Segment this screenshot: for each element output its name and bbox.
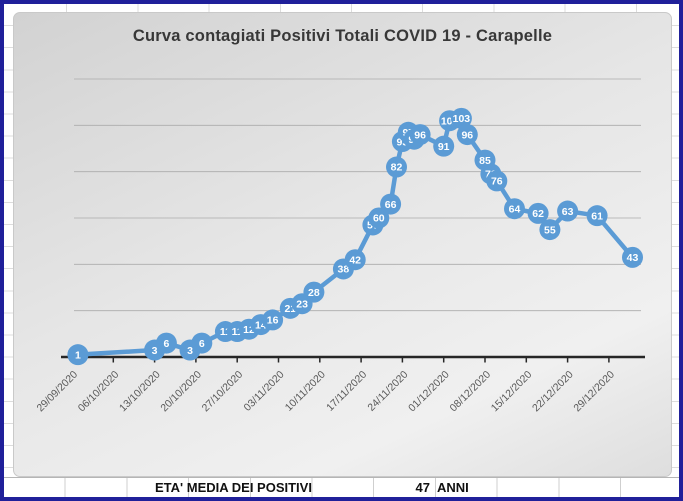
data-point-label: 91	[438, 141, 450, 153]
data-point-marker[interactable]	[586, 205, 608, 227]
data-point-label: 14	[255, 319, 267, 331]
data-point-label: 43	[627, 252, 639, 264]
data-point-marker[interactable]	[368, 207, 390, 229]
x-tick-label: 22/12/2020	[530, 369, 576, 415]
chart-object[interactable]: Curva contagiati Positivi Totali COVID 1…	[13, 12, 672, 477]
data-point-marker[interactable]	[557, 200, 579, 222]
plot-area: 29/09/202006/10/202013/10/202020/10/2020…	[34, 78, 645, 415]
data-point-label: 12	[243, 324, 255, 336]
footer-age-value[interactable]: 47	[415, 480, 430, 495]
x-tick-label: 29/09/2020	[34, 369, 80, 415]
sheet-footer-row: ETA' MEDIA DEI POSITIVI 47 ANNI	[4, 477, 679, 497]
data-point-label: 38	[338, 264, 350, 276]
data-point-label: 96	[461, 129, 473, 141]
data-point-label: 3	[187, 345, 193, 357]
data-point-label: 16	[267, 315, 279, 327]
data-point-label: 64	[509, 203, 521, 215]
footer-age-unit[interactable]: ANNI	[437, 480, 469, 495]
data-point-marker[interactable]	[409, 124, 431, 146]
data-point-label: 1	[75, 349, 81, 361]
data-point-label: 3	[152, 345, 158, 357]
data-point-label: 82	[391, 162, 403, 174]
data-point-marker[interactable]	[380, 193, 402, 215]
data-point-label: 66	[385, 199, 397, 211]
data-point-label: 63	[562, 206, 574, 218]
x-tick-label: 29/12/2020	[571, 369, 617, 415]
data-point-label: 60	[373, 213, 385, 225]
data-point-marker[interactable]	[191, 332, 213, 354]
data-point-marker[interactable]	[456, 124, 478, 146]
data-point-label: 96	[414, 129, 426, 141]
data-point-label: 42	[349, 254, 361, 266]
x-tick-label: 01/12/2020	[406, 369, 452, 415]
x-tick-label: 13/10/2020	[117, 369, 163, 415]
data-point-label: 11	[232, 326, 243, 338]
data-point-label: 62	[532, 208, 544, 220]
data-point-marker[interactable]	[622, 246, 643, 268]
data-point-label: 23	[296, 298, 308, 310]
data-point-marker[interactable]	[486, 170, 508, 192]
data-point-marker[interactable]	[67, 344, 89, 366]
data-point-label: 6	[163, 338, 169, 350]
x-tick-label: 15/12/2020	[489, 369, 535, 415]
data-point-label: 85	[479, 155, 491, 167]
data-point-marker[interactable]	[539, 219, 561, 241]
data-point-label: 21	[284, 303, 296, 315]
data-point-marker[interactable]	[450, 107, 472, 129]
data-point-label: 6	[199, 338, 205, 350]
data-point-marker[interactable]	[262, 309, 284, 331]
x-tick-label: 08/12/2020	[447, 369, 493, 415]
x-tick-label: 20/10/2020	[158, 369, 204, 415]
chart-title: Curva contagiati Positivi Totali COVID 1…	[132, 27, 553, 45]
data-point-label: 11	[220, 326, 231, 338]
x-tick-label: 27/10/2020	[200, 369, 246, 415]
data-point-marker[interactable]	[386, 156, 407, 178]
x-tick-label: 24/11/2020	[365, 369, 410, 414]
data-point-marker[interactable]	[344, 249, 366, 271]
data-point-marker[interactable]	[527, 202, 549, 224]
x-tick-label: 03/11/2020	[242, 369, 287, 414]
data-point-label: 55	[544, 224, 556, 236]
data-point-marker[interactable]	[155, 332, 177, 354]
data-point-label: 93	[397, 136, 409, 148]
footer-age-label[interactable]: ETA' MEDIA DEI POSITIVI	[155, 480, 312, 495]
data-point-marker[interactable]	[433, 135, 455, 157]
x-tick-label: 17/11/2020	[324, 369, 369, 414]
x-tick-label: 06/10/2020	[76, 369, 122, 415]
x-tick-label: 10/11/2020	[283, 369, 328, 414]
data-point-label: 61	[591, 210, 603, 222]
data-point-label: 28	[308, 287, 320, 299]
data-point-marker[interactable]	[504, 198, 525, 220]
data-point-label: 76	[491, 176, 503, 188]
data-point-marker[interactable]	[303, 281, 325, 303]
data-point-label: 103	[453, 113, 471, 125]
